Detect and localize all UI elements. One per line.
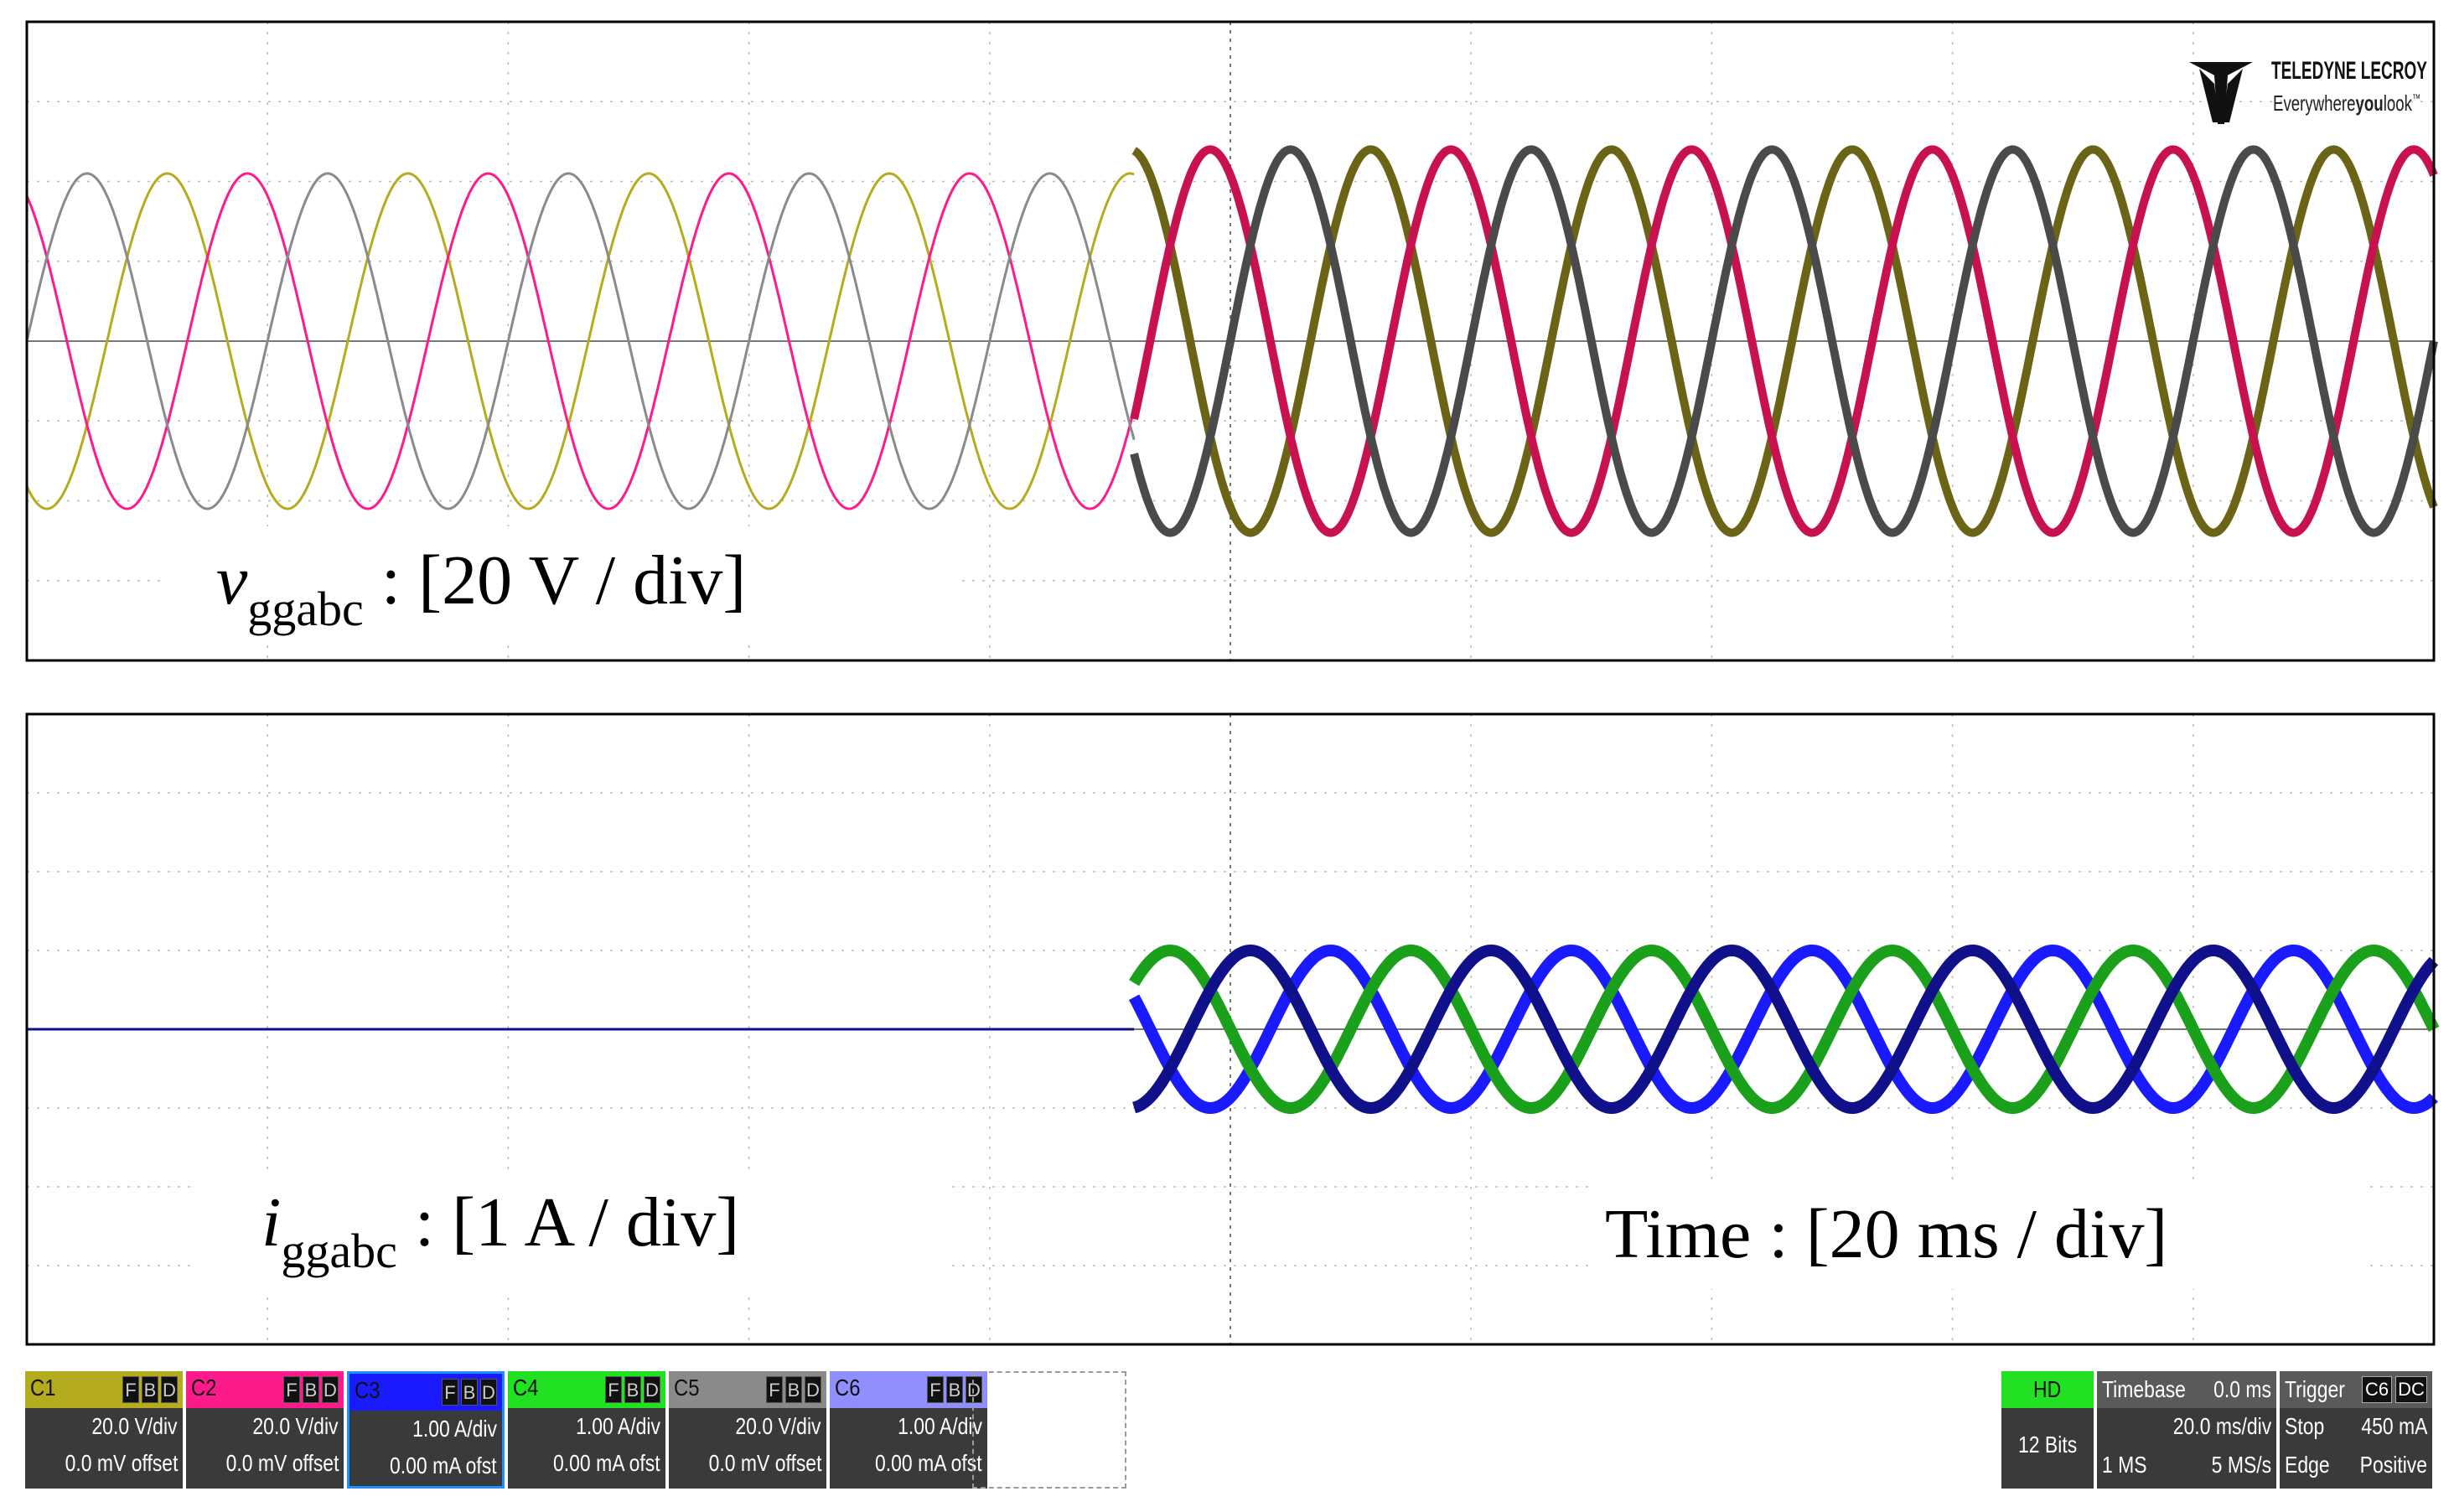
timebase-delay: 0.0 ms <box>2213 1376 2271 1402</box>
channel-name: C4 <box>513 1375 539 1401</box>
waveform-c1-after <box>1131 145 2438 537</box>
waveform-c3-after <box>1128 944 2438 1115</box>
waveform-c2-before <box>25 172 1136 510</box>
trigger-coupling: DC <box>2395 1376 2427 1403</box>
channel-header: C5 F B D <box>669 1371 826 1408</box>
channel-header: C4 F B D <box>508 1371 665 1408</box>
logo-mark-icon <box>2189 62 2253 124</box>
voltage-panel <box>25 20 2438 662</box>
timebase-label: Timebase <box>2102 1376 2186 1402</box>
channel-offset: 0.00 mA ofst <box>875 1450 982 1476</box>
channel-scale: 1.00 A/div <box>576 1413 660 1439</box>
time-label-bg <box>1592 1180 2363 1289</box>
bits-label: 12 Bits <box>2018 1432 2078 1458</box>
channel-box-c5[interactable]: C5 F B D 20.0 V/div 0.0 mV offset <box>669 1371 826 1489</box>
fbd-indicator: F <box>122 1376 139 1403</box>
fbd-indicator: D <box>480 1379 497 1406</box>
fbd-indicator: B <box>946 1376 963 1403</box>
channel-scale: 20.0 V/div <box>91 1413 178 1439</box>
current-waveforms <box>27 944 2440 1115</box>
channel-header: C3 F B D <box>349 1374 502 1411</box>
fbd-indicator: B <box>142 1376 158 1403</box>
timebase-box[interactable]: Timebase 0.0 ms 20.0 ms/div 1 MS 5 MS/s <box>2097 1371 2276 1489</box>
waveform-c1-before <box>25 172 1135 510</box>
channel-offset: 0.0 mV offset <box>65 1450 178 1476</box>
fbd-indicator: F <box>927 1376 944 1403</box>
channel-scale: 20.0 V/div <box>252 1413 339 1439</box>
trigger-mode: Stop <box>2285 1413 2325 1439</box>
waveform-c5-before <box>25 172 1136 510</box>
channel-box-c4[interactable]: C4 F B D 1.00 A/div 0.00 mA ofst <box>508 1371 665 1489</box>
channel-name: C5 <box>674 1375 700 1401</box>
waveform-c5-after <box>1130 145 2438 537</box>
acquisition-box[interactable]: HD 12 Bits <box>2001 1371 2094 1489</box>
channel-name: C2 <box>191 1375 217 1401</box>
hd-header <box>2001 1371 2094 1408</box>
fbd-indicator: B <box>303 1376 319 1403</box>
empty-channel-slot[interactable] <box>972 1371 1126 1489</box>
voltage-scale-label: vggabc : [20 V / div] <box>216 541 746 636</box>
channel-box-c3[interactable]: C3 F B D 1.00 A/div 0.00 mA ofst <box>347 1371 505 1489</box>
fbd-indicator: D <box>644 1376 660 1403</box>
trigger-label: Trigger <box>2285 1376 2345 1402</box>
trigger-level: 450 mA <box>2360 1413 2427 1439</box>
channel-offset: 0.00 mA ofst <box>390 1452 497 1478</box>
logo-tagline-text: Everywhereyoulook™ <box>2273 91 2420 116</box>
fbd-indicator: B <box>624 1376 641 1403</box>
channel-offset: 0.0 mV offset <box>225 1450 339 1476</box>
voltage-label-bg <box>168 526 955 644</box>
fbd-indicator: F <box>283 1376 300 1403</box>
voltage-waveforms <box>25 145 2438 537</box>
channel-scale: 1.00 A/div <box>898 1413 982 1439</box>
waveform-c2-after <box>1130 145 2438 537</box>
current-scale-label: iggabc : [1 A / div] <box>261 1183 739 1278</box>
channel-header: C6 F B D <box>830 1371 987 1408</box>
waveform-c6-after <box>1132 944 2439 1115</box>
channel-box-c1[interactable]: C1 F B D 20.0 V/div 0.0 mV offset <box>25 1371 183 1489</box>
timebase-scale: 20.0 ms/div <box>2172 1413 2271 1439</box>
channel-name: C3 <box>355 1377 381 1403</box>
channel-box-c2[interactable]: C2 F B D 20.0 V/div 0.0 mV offset <box>186 1371 344 1489</box>
current-label-bg <box>194 1172 949 1297</box>
fbd-indicator: F <box>605 1376 622 1403</box>
logo-brand-text: TELEDYNE LECROY <box>2271 57 2427 85</box>
teledyne-lecroy-logo: TELEDYNE LECROY Everywhereyoulook™ <box>2189 57 2427 124</box>
trigger-slope: Positive <box>2359 1452 2427 1478</box>
channel-box-c6[interactable]: C6 F B D 1.00 A/div 0.00 mA ofst <box>830 1371 987 1489</box>
channel-header: C1 F B D <box>25 1371 183 1408</box>
waveform-c4-after <box>1129 944 2440 1115</box>
channel-name: C6 <box>835 1375 861 1401</box>
channel-scale: 20.0 V/div <box>735 1413 821 1439</box>
fbd-indicator: D <box>322 1376 339 1403</box>
current-panel-frame <box>25 712 2436 1346</box>
fbd-indicator: F <box>442 1379 458 1406</box>
trigger-type: Edge <box>2285 1452 2330 1478</box>
oscilloscope-display: vggabc : [20 V / div] iggabc : [1 A / di… <box>25 20 2440 1346</box>
status-bar: C1 F B D 20.0 V/div 0.0 mV offset C2 F B D 20.0 V/… <box>0 1371 2454 1489</box>
timebase-header <box>2097 1371 2276 1408</box>
channel-offset: 0.00 mA ofst <box>553 1450 660 1476</box>
fbd-indicator: D <box>805 1376 821 1403</box>
time-scale-label: Time : [20 ms / div] <box>1605 1195 2167 1273</box>
channel-header: C2 F B D <box>186 1371 344 1408</box>
fbd-indicator: D <box>161 1376 178 1403</box>
timebase-rate: 5 MS/s <box>2211 1452 2271 1478</box>
channel-offset: 0.0 mV offset <box>708 1450 821 1476</box>
voltage-panel-frame <box>25 20 2436 662</box>
fbd-indicator: B <box>461 1379 478 1406</box>
trigger-source: C6 <box>2362 1376 2392 1403</box>
hd-label: HD <box>2033 1376 2062 1402</box>
timebase-points: 1 MS <box>2102 1452 2147 1478</box>
trigger-box[interactable]: Trigger C6 DC Stop 450 mA Edge Positive <box>2280 1371 2432 1489</box>
channel-name: C1 <box>30 1375 56 1401</box>
fbd-indicator: F <box>766 1376 783 1403</box>
fbd-indicator: B <box>785 1376 802 1403</box>
channel-scale: 1.00 A/div <box>412 1416 497 1442</box>
